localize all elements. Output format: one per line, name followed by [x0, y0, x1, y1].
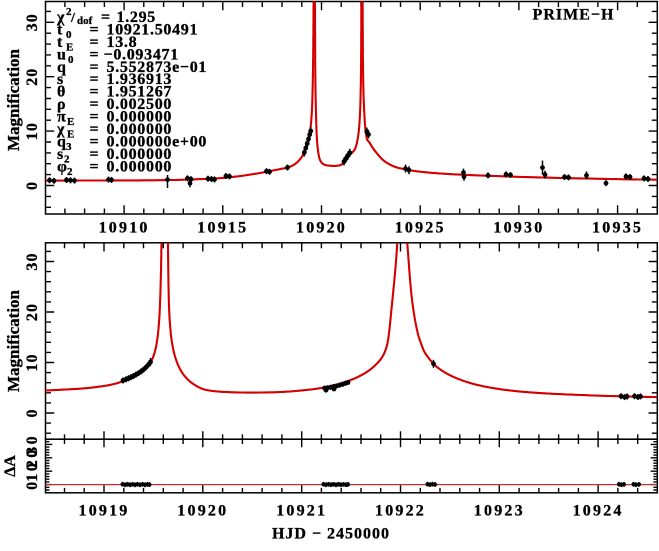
svg-text:=: =: [90, 84, 99, 101]
svg-text:1.951267: 1.951267: [107, 84, 173, 101]
svg-text:10935: 10935: [592, 220, 643, 237]
svg-text:=: =: [90, 158, 99, 175]
svg-text:10921.50491: 10921.50491: [107, 22, 199, 39]
svg-text:0: 0: [24, 181, 41, 190]
svg-text:/: /: [70, 11, 76, 26]
svg-text:χ: χ: [56, 9, 65, 26]
svg-text:ΔA: ΔA: [2, 455, 19, 477]
svg-text:30: 30: [24, 252, 41, 270]
svg-text:=: =: [90, 146, 99, 163]
svg-text:3: 3: [66, 141, 72, 153]
svg-text:0: 0: [66, 29, 72, 41]
svg-text:10925: 10925: [395, 220, 446, 237]
svg-text:HJD − 2450000: HJD − 2450000: [272, 526, 390, 543]
svg-text:1.936913: 1.936913: [107, 71, 173, 88]
svg-text:0: 0: [24, 479, 41, 490]
svg-text:20: 20: [24, 68, 41, 86]
svg-text:10924: 10924: [573, 503, 624, 520]
svg-text:10: 10: [24, 122, 41, 140]
svg-text:10919: 10919: [79, 503, 130, 520]
svg-text:t: t: [57, 34, 63, 51]
svg-text:π: π: [57, 109, 66, 126]
svg-text:Magnification: Magnification: [4, 289, 23, 392]
svg-text:dof: dof: [77, 15, 93, 27]
svg-text:10922: 10922: [375, 503, 426, 520]
svg-text:=: =: [101, 9, 110, 26]
svg-text:=: =: [90, 59, 99, 76]
svg-text:=: =: [90, 109, 99, 126]
svg-text:10921: 10921: [276, 503, 327, 520]
svg-text:0: 0: [68, 54, 74, 66]
svg-text:13.8: 13.8: [107, 34, 138, 51]
svg-text:0.000000e+00: 0.000000e+00: [107, 134, 208, 151]
svg-text:10: 10: [24, 461, 41, 482]
svg-text:φ: φ: [57, 158, 67, 175]
svg-text:20: 20: [24, 447, 41, 468]
svg-text:0.000000: 0.000000: [107, 158, 173, 175]
svg-text:2: 2: [64, 153, 70, 165]
svg-text:5.552873e−01: 5.552873e−01: [107, 59, 208, 76]
svg-text:θ: θ: [57, 84, 65, 101]
svg-text:=: =: [90, 34, 99, 51]
svg-text:t: t: [57, 22, 63, 39]
svg-text:E: E: [66, 41, 73, 53]
svg-text:q: q: [57, 59, 66, 76]
svg-text:10923: 10923: [474, 503, 525, 520]
svg-text:30: 30: [24, 434, 41, 455]
svg-text:E: E: [67, 116, 74, 128]
svg-text:10: 10: [24, 353, 41, 371]
svg-text:=: =: [90, 46, 99, 63]
svg-text:10930: 10930: [493, 220, 544, 237]
svg-text:1.295: 1.295: [117, 9, 157, 26]
svg-text:2: 2: [66, 6, 72, 18]
svg-text:10915: 10915: [197, 220, 248, 237]
svg-text:0: 0: [24, 408, 41, 417]
svg-text:PRIME−H: PRIME−H: [533, 7, 615, 24]
svg-text:−0.093471: −0.093471: [104, 46, 179, 63]
svg-text:10910: 10910: [99, 220, 150, 237]
svg-text:u: u: [57, 46, 66, 63]
svg-text:=: =: [90, 134, 99, 151]
svg-text:0.002500: 0.002500: [107, 96, 173, 113]
svg-text:2: 2: [67, 166, 73, 178]
svg-text:χ: χ: [56, 121, 65, 138]
svg-text:=: =: [90, 121, 99, 138]
svg-text:30: 30: [24, 13, 41, 31]
svg-text:0.000000: 0.000000: [107, 109, 173, 126]
svg-text:0.000000: 0.000000: [107, 121, 173, 138]
svg-text:Magnification: Magnification: [4, 48, 23, 151]
svg-text:0.000000: 0.000000: [107, 146, 173, 163]
svg-text:10920: 10920: [177, 503, 228, 520]
svg-text:s: s: [57, 71, 63, 88]
svg-text:=: =: [90, 22, 99, 39]
svg-text:E: E: [67, 129, 74, 141]
svg-text:20: 20: [24, 303, 41, 321]
svg-text:=: =: [90, 96, 99, 113]
svg-text:q: q: [57, 134, 66, 151]
svg-text:s: s: [57, 146, 63, 163]
svg-text:=: =: [90, 71, 99, 88]
svg-text:10920: 10920: [296, 220, 347, 237]
svg-text:ρ: ρ: [57, 96, 66, 113]
